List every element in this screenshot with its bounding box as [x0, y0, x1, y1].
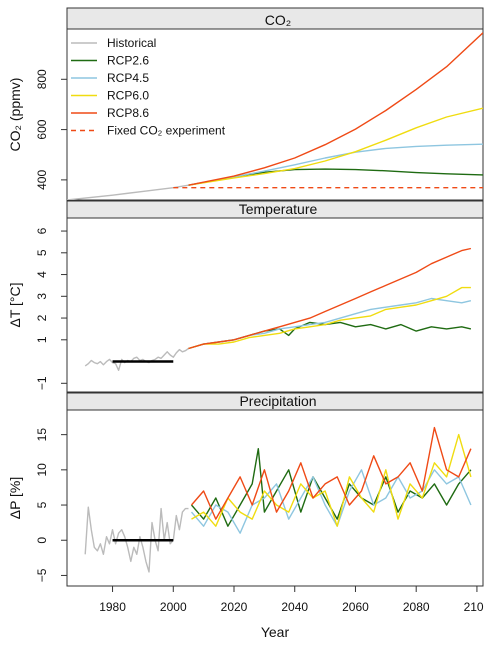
y-tick-label: 4: [35, 271, 49, 278]
y-tick-label: 800: [35, 69, 49, 89]
legend-label: RCP6.0: [107, 89, 149, 103]
plot-frame: [66, 409, 484, 587]
series-line-rcp4-5: [188, 143, 483, 186]
y-tick-label: 0: [35, 537, 49, 544]
y-tick-label: 2: [35, 314, 49, 321]
series-line-rcp6-0: [191, 433, 472, 527]
plot-frame: [66, 28, 484, 201]
y-tick-label: 6: [35, 227, 49, 234]
legend-label: RCP4.5: [107, 71, 149, 85]
legend-label: RCP2.6: [107, 54, 149, 68]
y-axis-label: ΔP [%]: [7, 477, 23, 520]
y-tick-label: 3: [35, 293, 49, 300]
y-tick-label: 10: [35, 463, 49, 477]
panel-2: Temperature −1 1 2 3 4 5 6 ΔT [°C]: [7, 200, 484, 393]
series-line-rcp4-5: [190, 469, 472, 534]
plot-frame: [66, 217, 484, 393]
panel-3: Precipitation −5 0 5 10 15 ΔP [%] 1980 2000 2020 2…: [7, 392, 484, 640]
x-tick-label: 2100: [464, 600, 484, 614]
x-tick-label: 2060: [342, 600, 369, 614]
x-tick-label: 2000: [160, 600, 187, 614]
series-line-historical: [84, 506, 189, 573]
series-line-historical: [84, 347, 189, 371]
legend-label: Fixed CO₂ experiment: [107, 124, 226, 138]
y-tick-label: 5: [35, 501, 49, 508]
y-axis-label: ΔT [°C]: [7, 282, 23, 327]
series-line-rcp8-6: [190, 426, 472, 520]
legend-label: RCP8.6: [107, 106, 149, 120]
series-line-historical: [67, 184, 189, 200]
y-tick-label: 600: [35, 119, 49, 139]
legend: Historical RCP2.6 RCP4.5 RCP6.0 RCP8.6 Fixed …: [71, 36, 226, 138]
y-tick-label: 400: [35, 170, 49, 190]
panel-1: CO₂ 400 600 800 CO₂ (ppmv) Historical RCP2.6 RC…: [7, 7, 484, 201]
x-axis-label: Year: [261, 624, 290, 640]
x-tick-label: 2080: [403, 600, 430, 614]
series-line-rcp6-0: [188, 107, 483, 186]
panel-title: Precipitation: [239, 393, 316, 409]
series-line-rcp6-0: [188, 286, 471, 350]
series-group: [84, 247, 472, 371]
y-tick-label: −5: [35, 568, 49, 582]
panel-title: Temperature: [239, 201, 318, 217]
panel-title: CO₂: [265, 12, 291, 28]
x-tick-label: 2020: [221, 600, 248, 614]
y-tick-label: 5: [35, 249, 49, 256]
series-line-rcp8-6: [188, 247, 472, 350]
series-line-rcp8-6: [188, 32, 483, 186]
series-group: [67, 32, 483, 200]
legend-label: Historical: [107, 36, 156, 50]
series-line-rcp2-6: [188, 321, 472, 350]
x-tick-label: 1980: [99, 600, 126, 614]
y-tick-label: −1: [35, 376, 49, 390]
y-axis-label: CO₂ (ppmv): [7, 78, 23, 152]
series-group: [84, 426, 472, 573]
x-tick-label: 2040: [281, 600, 308, 614]
y-tick-label: 1: [35, 336, 49, 343]
y-tick-label: 15: [35, 428, 49, 442]
